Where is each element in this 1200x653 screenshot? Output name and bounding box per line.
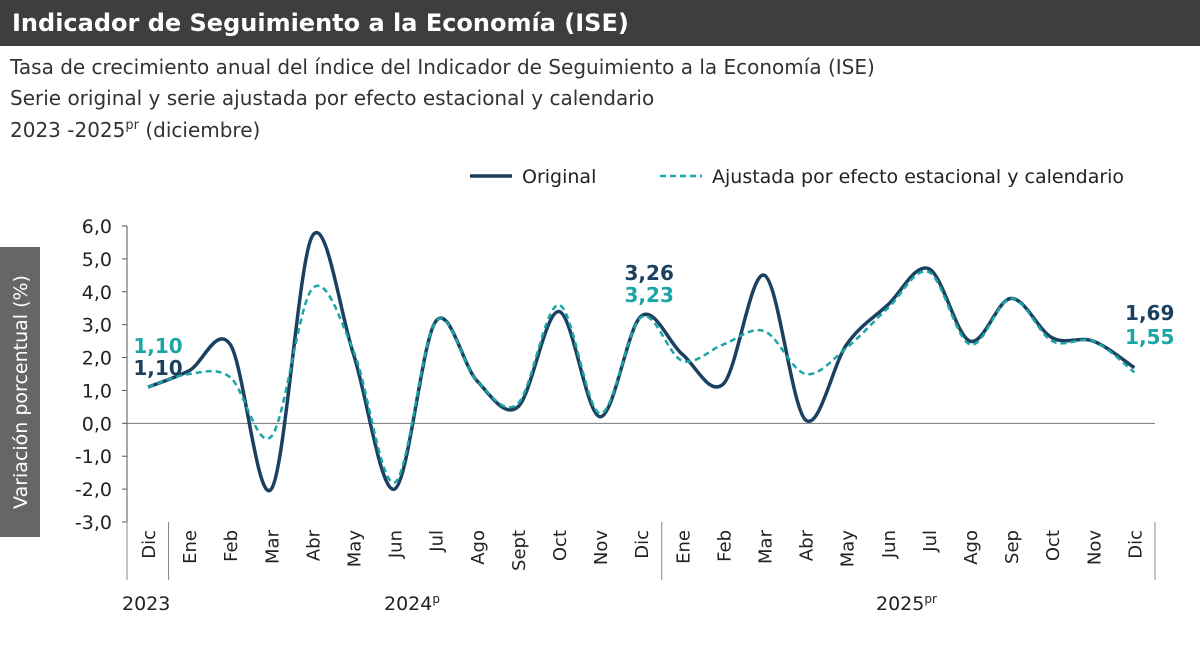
- subtitle: Serie original y serie ajustada por efec…: [10, 86, 654, 110]
- x-tick-label: Oct: [550, 530, 571, 561]
- y-axis-label: Variación porcentual (%): [10, 275, 32, 509]
- x-tick-label: Feb: [714, 530, 735, 562]
- subtitle-sup: pr: [125, 118, 139, 133]
- y-tick-label: 0,0: [82, 413, 112, 435]
- x-tick-label: Mar: [262, 529, 283, 564]
- x-tick-label: Jun: [386, 530, 407, 559]
- x-tick-label: Sep: [1002, 530, 1023, 564]
- x-tick-label: Ago: [961, 530, 982, 565]
- year-sup: pr: [924, 592, 937, 606]
- x-tick-label: Dic: [1125, 530, 1146, 559]
- x-tick-label: Dic: [139, 530, 160, 559]
- x-tick-label: Nov: [1084, 530, 1105, 565]
- x-tick-label: May: [838, 530, 859, 568]
- data-label: 1,10: [133, 334, 182, 358]
- series-line: [147, 270, 1136, 484]
- x-tick-label: Feb: [221, 530, 242, 562]
- data-label: 1,55: [1125, 325, 1174, 349]
- year-text: 2025: [876, 593, 924, 615]
- year-text: 2024: [384, 593, 432, 615]
- x-tick-label: Ago: [468, 530, 489, 565]
- x-tick-label: Dic: [632, 530, 653, 559]
- subtitle: Tasa de crecimiento anual del índice del…: [9, 55, 875, 79]
- x-tick-label: Abr: [303, 529, 324, 561]
- subtitle-part: 2023 -2025: [10, 118, 125, 142]
- x-tick-label: Jul: [920, 530, 941, 553]
- y-tick-label: 6,0: [82, 216, 112, 238]
- legend-label: Ajustada por efecto estacional y calenda…: [712, 166, 1124, 188]
- y-tick-label: 1,0: [82, 380, 112, 402]
- y-tick-label: 5,0: [82, 249, 112, 271]
- subtitle: 2023 -2025pr (diciembre): [10, 118, 260, 142]
- data-label: 1,69: [1125, 301, 1174, 325]
- year-text: 2023: [122, 593, 170, 615]
- x-tick-label: Mar: [756, 529, 777, 564]
- x-tick-label: Jul: [427, 530, 448, 553]
- data-label: 3,26: [625, 261, 674, 285]
- subtitle-part: (diciembre): [139, 118, 260, 142]
- chart-title: Indicador de Seguimiento a la Economía (…: [12, 9, 629, 37]
- y-label-box: [0, 247, 40, 537]
- x-tick-label: May: [345, 530, 366, 568]
- data-label: 3,23: [625, 283, 674, 307]
- x-tick-label: Ene: [180, 530, 201, 564]
- data-label: 1,10: [133, 356, 182, 380]
- x-tick-label: Ene: [673, 530, 694, 564]
- y-tick-label: 4,0: [82, 282, 112, 304]
- y-tick-label: 2,0: [82, 348, 112, 370]
- legend-label: Original: [522, 166, 596, 188]
- year-label: 2023: [122, 593, 170, 615]
- year-label: 2025pr: [876, 592, 937, 615]
- x-tick-label: Oct: [1043, 530, 1064, 561]
- header-bar: [0, 0, 1200, 46]
- y-tick-label: -3,0: [75, 512, 112, 534]
- y-tick-label: -2,0: [75, 479, 112, 501]
- x-tick-label: Jun: [879, 530, 900, 559]
- year-sup: p: [432, 592, 440, 606]
- year-label: 2024p: [384, 592, 440, 615]
- x-tick-label: Nov: [591, 530, 612, 565]
- series-line: [147, 231, 1136, 493]
- x-tick-label: Abr: [797, 529, 818, 561]
- x-tick-label: Sept: [509, 530, 530, 571]
- y-tick-label: -1,0: [75, 446, 112, 468]
- y-tick-label: 3,0: [82, 315, 112, 337]
